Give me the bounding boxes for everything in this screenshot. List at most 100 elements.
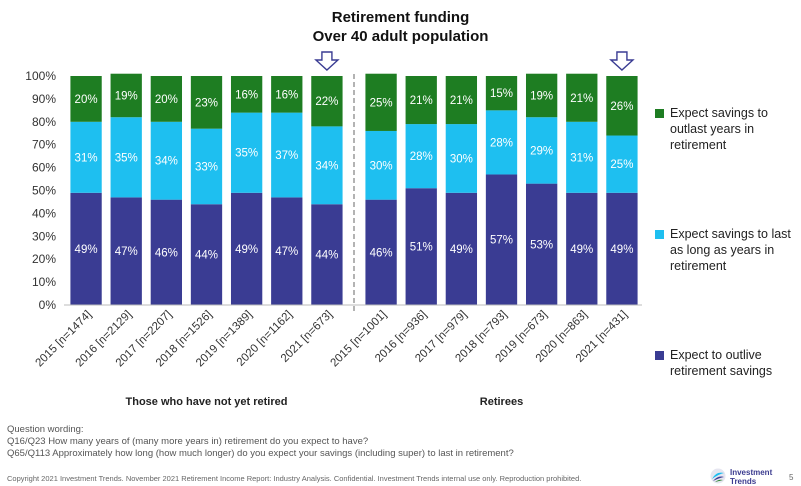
legend-label-last-as-long: Expect savings to last as long as years … <box>670 227 791 273</box>
data-label-outlast: 21% <box>570 93 593 105</box>
data-label-outlast: 26% <box>610 101 633 113</box>
bar-segment-outlast <box>230 76 263 113</box>
data-label-last-as-long: 29% <box>530 145 553 157</box>
y-tick-label: 40% <box>32 206 56 220</box>
legend-swatch-last-as-long <box>655 230 664 239</box>
bar-segment-last-as-long <box>485 110 518 175</box>
legend-label-outlive: Expect to outlive retirement savings <box>670 348 773 378</box>
bar-segment-outlive <box>566 192 598 305</box>
bar-segment-outlast <box>485 76 518 111</box>
bar-segment-outlive <box>365 199 397 305</box>
data-label-last-as-long: 34% <box>155 156 178 168</box>
y-tick-label: 30% <box>32 229 56 243</box>
chart-title-line2: Over 40 adult population <box>312 28 489 45</box>
bar-segment-outlive <box>230 192 263 305</box>
data-label-last-as-long: 37% <box>275 150 298 162</box>
bar-segment-last-as-long <box>405 124 437 189</box>
data-label-outlive: 51% <box>410 242 433 254</box>
bar-segment-last-as-long <box>150 121 183 200</box>
legend-swatch-outlast <box>655 109 664 118</box>
bar-segment-outlive <box>485 174 518 305</box>
y-tick-label: 20% <box>32 252 56 266</box>
bar-segment-outlast <box>566 73 598 122</box>
data-label-last-as-long: 34% <box>315 160 338 172</box>
stacked-bar-chart: 0% 10% 20% 30% 40% 50% 60% 70% 80% 90% 100% 49% 31% 2… <box>25 51 642 408</box>
y-tick-label: 0% <box>39 298 57 312</box>
data-label-outlast: 21% <box>450 95 473 107</box>
data-label-outlast: 20% <box>155 94 178 106</box>
bar-segment-outlast <box>271 76 303 113</box>
data-label-last-as-long: 28% <box>410 151 433 163</box>
data-label-outlive: 49% <box>450 244 473 256</box>
question-heading: Question wording: <box>7 424 84 435</box>
logo-mark-icon <box>710 468 726 484</box>
bar-segment-outlive <box>405 188 437 305</box>
bar-segment-outlast <box>190 76 223 129</box>
legend-swatch-outlive <box>655 351 664 360</box>
y-tick-label: 70% <box>32 138 56 152</box>
data-label-last-as-long: 31% <box>75 152 98 164</box>
question-q1: Q16/Q23 How many years of (many more yea… <box>7 436 369 447</box>
bar-segment-outlive <box>70 192 102 305</box>
data-label-last-as-long: 30% <box>370 160 393 172</box>
data-label-outlive: 53% <box>530 239 553 251</box>
data-label-outlive: 47% <box>115 246 138 258</box>
copyright-footer: Copyright 2021 Investment Trends. Novemb… <box>7 474 582 483</box>
chart-title: Retirement funding Over 40 adult populat… <box>0 8 801 46</box>
bar-segment-outlive <box>150 199 183 305</box>
bar-segment-outlast <box>311 76 343 127</box>
data-label-outlive: 44% <box>195 250 218 262</box>
highlight-arrow-icon <box>314 51 340 71</box>
bar-segment-outlast <box>445 76 478 125</box>
group-label-retirees: Retirees <box>480 396 523 408</box>
bar-segment-last-as-long <box>230 112 263 193</box>
data-label-outlive: 46% <box>370 247 393 259</box>
data-label-outlast: 20% <box>75 94 98 106</box>
page-number: 5 <box>789 473 794 482</box>
bar-segment-last-as-long <box>70 121 102 193</box>
bar-segment-last-as-long <box>365 130 397 200</box>
bar-segment-outlast <box>110 73 142 118</box>
bar-segment-last-as-long <box>110 117 142 198</box>
bar-segment-outlive <box>445 192 478 305</box>
bar-segment-outlast <box>405 76 437 125</box>
legend-label-outlast: Expect savings to outlast years in retir… <box>670 106 768 152</box>
data-label-outlive: 46% <box>155 247 178 259</box>
data-label-outlive: 49% <box>75 244 98 256</box>
bar-segment-outlive <box>110 197 142 305</box>
data-label-outlive: 47% <box>275 246 298 258</box>
data-label-outlast: 22% <box>315 96 338 108</box>
data-label-outlast: 25% <box>370 97 393 109</box>
bar-segment-outlive <box>271 197 303 305</box>
data-label-outlive: 49% <box>610 244 633 256</box>
bar-segment-outlive <box>190 204 223 305</box>
bar-segment-last-as-long <box>566 121 598 193</box>
data-label-outlast: 15% <box>490 88 513 100</box>
y-tick-label: 100% <box>25 69 56 83</box>
data-label-last-as-long: 33% <box>195 161 218 173</box>
data-label-last-as-long: 28% <box>490 137 513 149</box>
data-label-outlast: 21% <box>410 95 433 107</box>
bar-segment-outlast <box>70 76 102 122</box>
data-label-last-as-long: 30% <box>450 153 473 165</box>
bar-segment-last-as-long <box>190 128 223 205</box>
bar-segment-last-as-long <box>606 135 638 193</box>
logo-line1: Investment <box>730 468 773 477</box>
bar-segment-last-as-long <box>311 126 343 205</box>
y-tick-label: 10% <box>32 275 56 289</box>
data-label-outlive: 49% <box>235 244 258 256</box>
data-label-outlast: 16% <box>235 89 258 101</box>
question-q2: Q65/Q113 Approximately how long (how muc… <box>7 448 514 459</box>
data-label-outlive: 49% <box>570 244 593 256</box>
bar-segment-last-as-long <box>445 124 478 193</box>
bar-segment-outlive <box>525 183 558 305</box>
y-tick-label: 50% <box>32 184 56 198</box>
logo-text: Investment Trends <box>730 468 772 486</box>
data-label-outlast: 16% <box>275 89 298 101</box>
data-label-outlast: 23% <box>195 97 218 109</box>
data-label-last-as-long: 35% <box>115 152 138 164</box>
bar-segment-last-as-long <box>525 117 558 184</box>
data-label-last-as-long: 31% <box>570 152 593 164</box>
y-tick-label: 60% <box>32 161 56 175</box>
data-label-outlast: 19% <box>530 90 553 102</box>
